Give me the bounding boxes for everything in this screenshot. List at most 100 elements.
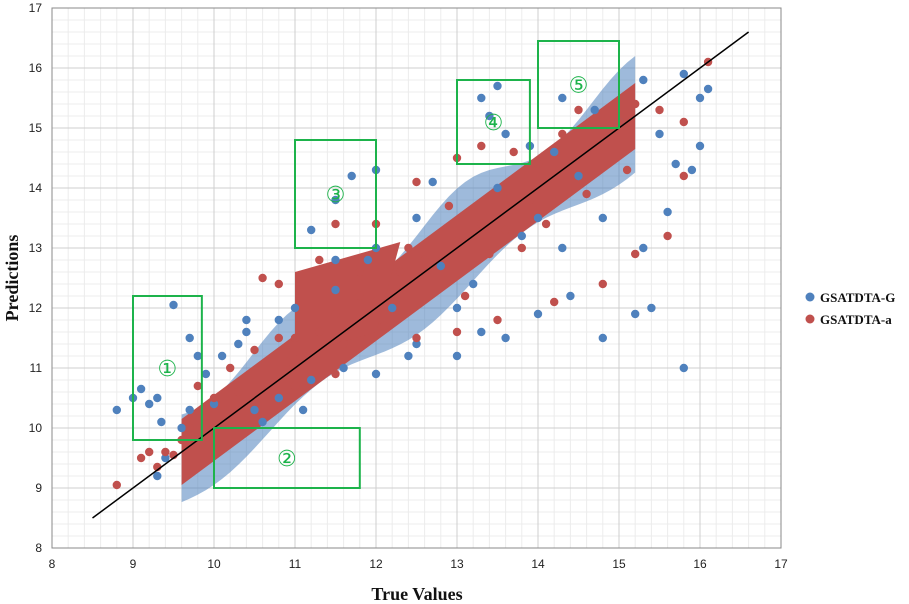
point-gsatdta-g — [157, 417, 166, 427]
point-gsatdta-g — [412, 339, 421, 349]
point-gsatdta-g — [242, 315, 251, 325]
y-axis-title: Predictions — [2, 235, 22, 322]
point-gsatdta-a — [574, 105, 583, 115]
point-gsatdta-a — [444, 201, 454, 211]
point-gsatdta-g — [388, 303, 397, 313]
x-tick-label: 17 — [774, 557, 788, 571]
point-gsatdta-a — [655, 105, 664, 115]
point-gsatdta-a — [420, 255, 429, 265]
point-gsatdta-g — [679, 69, 688, 79]
reference-line — [92, 31, 750, 519]
point-gsatdta-a — [525, 195, 535, 205]
point-gsatdta-g — [307, 375, 316, 385]
point-gsatdta-a — [582, 189, 591, 199]
point-gsatdta-g — [695, 93, 705, 103]
point-gsatdta-g — [663, 207, 672, 217]
annotation-label: ④ — [484, 111, 504, 136]
annotation-box — [456, 79, 531, 165]
point-gsatdta-a — [517, 243, 526, 253]
point-gsatdta-g — [428, 177, 437, 187]
point-gsatdta-a — [622, 165, 632, 175]
point-gsatdta-a — [452, 237, 462, 247]
plot-area-frame — [51, 7, 782, 549]
point-gsatdta-g — [153, 393, 162, 403]
point-gsatdta-a — [631, 249, 640, 259]
point-gsatdta-a — [460, 291, 470, 301]
point-gsatdta-a — [193, 381, 202, 391]
point-gsatdta-g — [185, 405, 194, 415]
point-gsatdta-a — [574, 147, 583, 157]
legend-marker — [805, 314, 815, 324]
point-gsatdta-a — [396, 267, 405, 277]
point-gsatdta-g — [250, 405, 259, 415]
annotation-label: ⑤ — [569, 74, 589, 99]
annotation-box — [213, 427, 361, 489]
point-gsatdta-g — [258, 417, 267, 427]
point-gsatdta-a — [509, 147, 518, 157]
point-gsatdta-a — [234, 387, 243, 397]
point-gsatdta-a — [379, 321, 389, 331]
x-tick-label: 11 — [289, 557, 302, 571]
point-gsatdta-g — [404, 351, 413, 361]
point-gsatdta-a — [185, 423, 194, 433]
point-gsatdta-g — [703, 84, 713, 94]
x-tick-label: 12 — [369, 557, 383, 571]
point-gsatdta-g — [177, 423, 186, 433]
point-gsatdta-g — [371, 369, 381, 379]
point-gsatdta-a — [533, 159, 543, 169]
point-gsatdta-g — [193, 351, 202, 361]
point-gsatdta-a — [290, 381, 300, 391]
point-gsatdta-g — [339, 363, 348, 373]
point-gsatdta-g — [631, 309, 640, 319]
point-gsatdta-g — [209, 399, 219, 409]
x-tick-label: 9 — [130, 557, 137, 571]
point-gsatdta-a — [598, 117, 607, 127]
point-gsatdta-a — [477, 141, 486, 151]
point-gsatdta-g — [234, 339, 243, 349]
point-gsatdta-g — [452, 303, 462, 313]
point-gsatdta-a — [412, 333, 421, 343]
x-axis-title: True Values — [371, 584, 462, 604]
point-gsatdta-g — [331, 285, 340, 295]
point-gsatdta-a — [201, 411, 211, 421]
point-gsatdta-g — [242, 327, 251, 337]
point-gsatdta-g — [655, 129, 664, 139]
point-gsatdta-g — [112, 405, 122, 415]
point-gsatdta-g — [412, 213, 421, 223]
point-gsatdta-a — [290, 333, 300, 343]
x-tick-label: 14 — [531, 557, 545, 571]
y-tick-label: 8 — [35, 541, 42, 555]
point-gsatdta-a — [315, 255, 324, 265]
point-gsatdta-g — [469, 279, 478, 289]
red-density-block — [295, 242, 401, 356]
y-axis-ticks: 8 9 10 11 12 13 14 15 16 17 — [29, 1, 43, 555]
point-gsatdta-a — [250, 345, 259, 355]
point-gsatdta-g — [347, 171, 356, 181]
point-gsatdta-a — [339, 339, 348, 349]
point-gsatdta-g — [452, 351, 462, 361]
point-gsatdta-a — [558, 129, 567, 139]
point-gsatdta-g — [550, 147, 559, 157]
annotation-label: ③ — [326, 183, 346, 208]
point-gsatdta-g — [161, 453, 170, 463]
point-gsatdta-a — [485, 249, 494, 259]
y-tick-label: 12 — [29, 301, 43, 315]
legend-label: GSATDTA-G — [820, 290, 895, 305]
legend-marker — [805, 292, 815, 302]
point-gsatdta-a — [112, 480, 122, 490]
point-gsatdta-g — [687, 165, 697, 175]
y-tick-label: 9 — [35, 481, 42, 495]
y-tick-label: 17 — [29, 1, 43, 15]
point-gsatdta-g — [493, 81, 502, 91]
point-gsatdta-g — [298, 405, 308, 415]
point-gsatdta-g — [290, 303, 300, 313]
point-gsatdta-a — [331, 219, 340, 229]
point-gsatdta-g — [274, 315, 283, 325]
point-gsatdta-a — [274, 333, 283, 343]
point-gsatdta-a — [598, 141, 607, 151]
y-tick-label: 11 — [30, 361, 43, 375]
point-gsatdta-g — [274, 393, 283, 403]
point-gsatdta-g — [639, 75, 648, 85]
x-tick-label: 13 — [450, 557, 464, 571]
point-gsatdta-a — [331, 369, 340, 379]
